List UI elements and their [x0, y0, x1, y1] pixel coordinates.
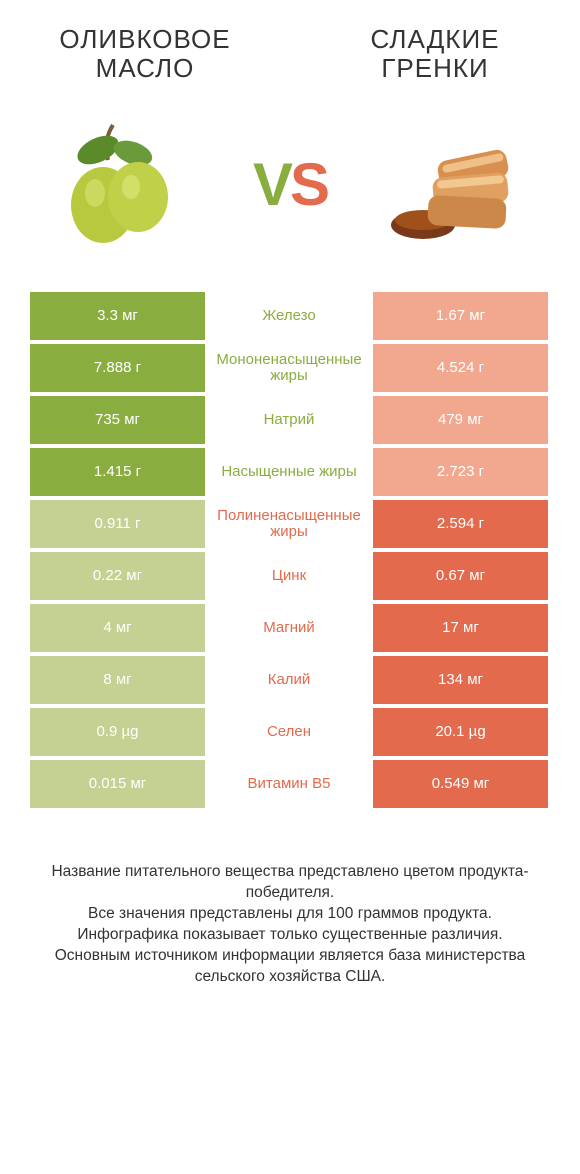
table-row: 735 мгНатрий479 мг	[30, 396, 550, 444]
olive-icon	[53, 115, 193, 255]
left-value-cell: 0.22 мг	[30, 552, 205, 600]
right-product-title: СЛАДКИЕ ГРЕНКИ	[335, 25, 535, 82]
nutrient-name-cell: Магний	[209, 604, 369, 652]
left-value-cell: 3.3 мг	[30, 292, 205, 340]
table-row: 7.888 гМононенасыщенные жиры4.524 г	[30, 344, 550, 392]
table-row: 0.22 мгЦинк0.67 мг	[30, 552, 550, 600]
left-value-cell: 8 мг	[30, 656, 205, 704]
left-value-cell: 0.015 мг	[30, 760, 205, 808]
nutrient-name-cell: Селен	[209, 708, 369, 756]
vs-label: VS	[253, 150, 327, 219]
footer-notes: Название питательного вещества представл…	[0, 812, 580, 1008]
right-value-cell: 2.594 г	[373, 500, 548, 548]
right-value-cell: 0.67 мг	[373, 552, 548, 600]
right-value-cell: 4.524 г	[373, 344, 548, 392]
right-value-cell: 479 мг	[373, 396, 548, 444]
table-row: 0.9 µgСелен20.1 µg	[30, 708, 550, 756]
comparison-table: 3.3 мгЖелезо1.67 мг7.888 гМононенасыщенн…	[0, 292, 580, 812]
right-value-cell: 134 мг	[373, 656, 548, 704]
right-product-image	[375, 102, 540, 267]
versus-row: VS	[0, 92, 580, 292]
nutrient-name-cell: Цинк	[209, 552, 369, 600]
nutrient-name-cell: Витамин B5	[209, 760, 369, 808]
footer-line-2: Все значения представлены для 100 граммо…	[30, 904, 550, 925]
left-value-cell: 4 мг	[30, 604, 205, 652]
nutrient-name-cell: Мононенасыщенные жиры	[209, 344, 369, 392]
table-row: 4 мгМагний17 мг	[30, 604, 550, 652]
toast-icon	[388, 115, 528, 255]
vs-v-letter: V	[253, 151, 290, 218]
left-value-cell: 1.415 г	[30, 448, 205, 496]
left-product-image	[40, 102, 205, 267]
right-value-cell: 17 мг	[373, 604, 548, 652]
table-row: 0.911 гПолиненасыщенные жиры2.594 г	[30, 500, 550, 548]
vs-s-letter: S	[290, 151, 327, 218]
left-value-cell: 0.9 µg	[30, 708, 205, 756]
left-value-cell: 0.911 г	[30, 500, 205, 548]
nutrient-name-cell: Натрий	[209, 396, 369, 444]
nutrient-name-cell: Железо	[209, 292, 369, 340]
right-value-cell: 2.723 г	[373, 448, 548, 496]
left-value-cell: 735 мг	[30, 396, 205, 444]
right-value-cell: 1.67 мг	[373, 292, 548, 340]
nutrient-name-cell: Насыщенные жиры	[209, 448, 369, 496]
right-value-cell: 0.549 мг	[373, 760, 548, 808]
nutrient-name-cell: Полиненасыщенные жиры	[209, 500, 369, 548]
footer-line-1: Название питательного вещества представл…	[30, 862, 550, 904]
footer-line-3: Инфографика показывает только существенн…	[30, 925, 550, 946]
left-value-cell: 7.888 г	[30, 344, 205, 392]
table-row: 3.3 мгЖелезо1.67 мг	[30, 292, 550, 340]
nutrient-name-cell: Калий	[209, 656, 369, 704]
right-value-cell: 20.1 µg	[373, 708, 548, 756]
table-row: 1.415 гНасыщенные жиры2.723 г	[30, 448, 550, 496]
footer-line-4: Основным источником информации является …	[30, 946, 550, 988]
table-row: 0.015 мгВитамин B50.549 мг	[30, 760, 550, 808]
header: ОЛИВКОВОЕ МАСЛО СЛАДКИЕ ГРЕНКИ	[0, 0, 580, 92]
table-row: 8 мгКалий134 мг	[30, 656, 550, 704]
left-product-title: ОЛИВКОВОЕ МАСЛО	[45, 25, 245, 82]
